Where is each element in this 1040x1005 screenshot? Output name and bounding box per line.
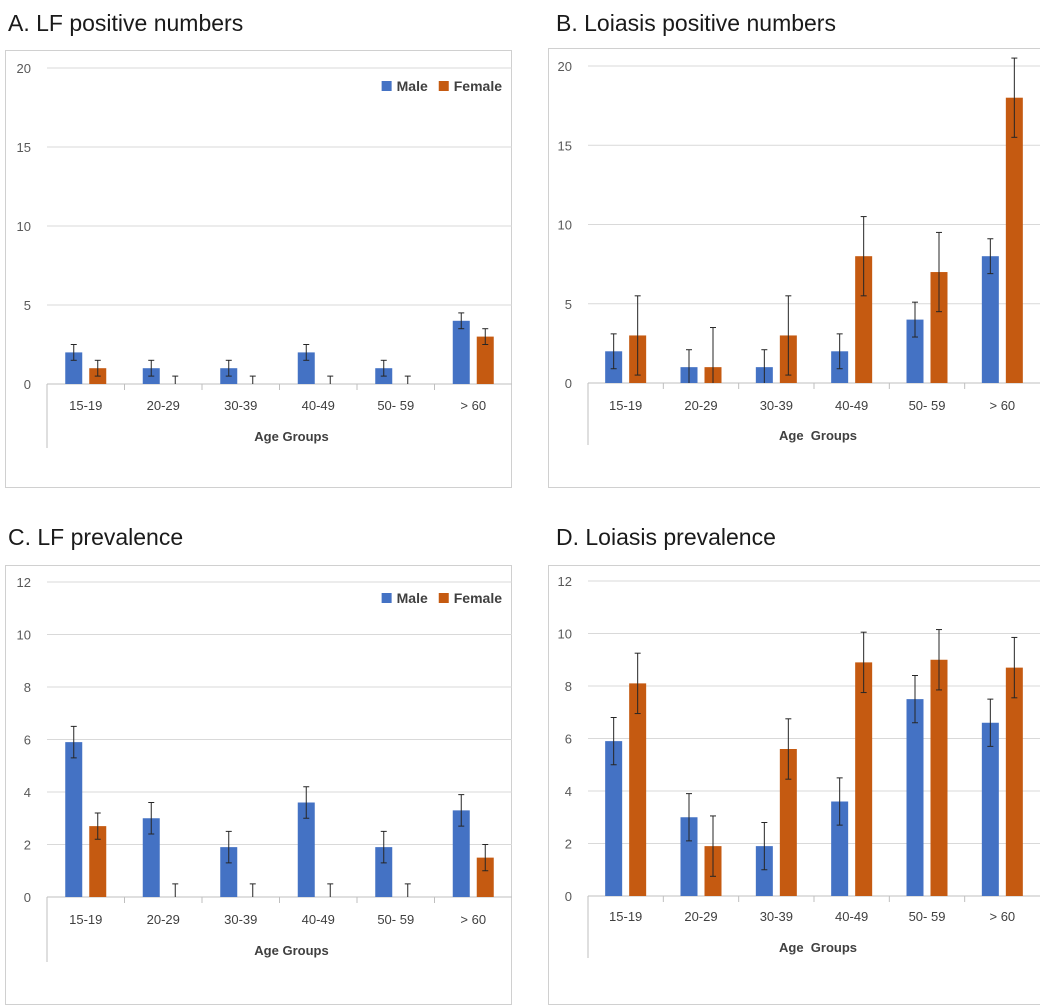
y-tick-label: 20 bbox=[558, 59, 572, 74]
x-tick-label: 30-39 bbox=[760, 909, 793, 924]
x-tick-label: 40-49 bbox=[302, 398, 335, 413]
bar-male bbox=[605, 741, 623, 896]
x-tick-label: 20-29 bbox=[147, 912, 180, 927]
panel-title: C. LF prevalence bbox=[8, 524, 184, 550]
x-tick-label: 50- 59 bbox=[377, 398, 414, 413]
y-tick-label: 15 bbox=[17, 140, 31, 155]
bar-female bbox=[855, 256, 873, 383]
chart-frame bbox=[548, 48, 1040, 488]
y-tick-label: 0 bbox=[565, 889, 572, 904]
bar-male bbox=[981, 722, 999, 896]
legend-label-female: Female bbox=[454, 590, 502, 606]
y-tick-label: 0 bbox=[24, 890, 31, 905]
y-tick-label: 10 bbox=[558, 627, 572, 642]
y-tick-label: 0 bbox=[565, 376, 572, 391]
x-tick-label: > 60 bbox=[460, 912, 486, 927]
legend-swatch-female bbox=[438, 81, 449, 91]
y-tick-label: 15 bbox=[558, 138, 572, 153]
y-tick-label: 10 bbox=[17, 219, 31, 234]
x-tick-label: 50- 59 bbox=[377, 912, 414, 927]
x-tick-label: 20-29 bbox=[684, 398, 717, 413]
x-tick-label: > 60 bbox=[989, 398, 1015, 413]
x-tick-label: 40-49 bbox=[835, 398, 868, 413]
legend-label-male: Male bbox=[397, 590, 428, 606]
y-tick-label: 8 bbox=[565, 679, 572, 694]
legend-swatch-male bbox=[381, 593, 392, 603]
y-tick-label: 10 bbox=[558, 218, 572, 233]
legend-swatch-female bbox=[438, 593, 449, 603]
bar-female bbox=[1005, 667, 1023, 896]
bar-female bbox=[476, 336, 494, 384]
bar-male bbox=[755, 846, 773, 896]
x-axis-label: Age Groups bbox=[254, 429, 328, 444]
x-tick-label: 20-29 bbox=[684, 909, 717, 924]
y-tick-label: 4 bbox=[24, 785, 31, 800]
bar-male bbox=[297, 352, 315, 384]
y-tick-label: 8 bbox=[24, 680, 31, 695]
x-tick-label: 20-29 bbox=[147, 398, 180, 413]
bar-female bbox=[89, 826, 107, 897]
bar-male bbox=[906, 319, 924, 383]
x-tick-label: 15-19 bbox=[69, 398, 102, 413]
bar-male bbox=[65, 352, 83, 384]
legend-swatch-male bbox=[381, 81, 392, 91]
x-tick-label: > 60 bbox=[460, 398, 486, 413]
bar-male bbox=[452, 320, 470, 384]
x-tick-label: > 60 bbox=[989, 909, 1015, 924]
y-tick-label: 0 bbox=[24, 377, 31, 392]
chart-frame bbox=[5, 50, 512, 488]
bar-male bbox=[452, 810, 470, 897]
legend-label-male: Male bbox=[397, 78, 428, 94]
bar-male bbox=[981, 256, 999, 383]
x-tick-label: 30-39 bbox=[224, 912, 257, 927]
y-tick-label: 2 bbox=[24, 838, 31, 853]
x-axis-label: Age Groups bbox=[779, 940, 857, 955]
bar-female bbox=[779, 749, 797, 896]
x-tick-label: 30-39 bbox=[760, 398, 793, 413]
bar-female bbox=[476, 857, 494, 897]
bar-male bbox=[831, 801, 849, 896]
bar-male bbox=[220, 847, 238, 897]
panel-title: D. Loiasis prevalence bbox=[556, 524, 776, 550]
y-tick-label: 2 bbox=[565, 837, 572, 852]
x-axis-label: Age Groups bbox=[254, 943, 328, 958]
bar-female bbox=[930, 272, 948, 383]
y-tick-label: 6 bbox=[24, 733, 31, 748]
y-tick-label: 12 bbox=[17, 575, 31, 590]
x-tick-label: 40-49 bbox=[302, 912, 335, 927]
y-tick-label: 5 bbox=[24, 298, 31, 313]
legend-label-female: Female bbox=[454, 78, 502, 94]
y-tick-label: 6 bbox=[565, 732, 572, 747]
panel-title: A. LF positive numbers bbox=[8, 10, 244, 36]
bar-male bbox=[297, 802, 315, 897]
bar-male bbox=[375, 847, 393, 897]
bar-male bbox=[680, 817, 698, 896]
x-tick-label: 50- 59 bbox=[909, 909, 946, 924]
bar-female bbox=[930, 659, 948, 896]
x-tick-label: 15-19 bbox=[69, 912, 102, 927]
y-tick-label: 5 bbox=[565, 297, 572, 312]
bar-female bbox=[855, 662, 873, 896]
bar-male bbox=[142, 818, 160, 897]
bar-male bbox=[65, 742, 83, 897]
chart-frame bbox=[5, 565, 512, 1005]
x-axis-label: Age Groups bbox=[779, 428, 857, 443]
bar-male bbox=[906, 699, 924, 896]
x-tick-label: 40-49 bbox=[835, 909, 868, 924]
x-tick-label: 15-19 bbox=[609, 398, 642, 413]
y-tick-label: 10 bbox=[17, 628, 31, 643]
x-tick-label: 50- 59 bbox=[909, 398, 946, 413]
bar-female bbox=[629, 683, 647, 896]
y-tick-label: 4 bbox=[565, 784, 572, 799]
bar-female bbox=[1005, 97, 1023, 383]
y-tick-label: 12 bbox=[558, 574, 572, 589]
y-tick-label: 20 bbox=[17, 61, 31, 76]
x-tick-label: 15-19 bbox=[609, 909, 642, 924]
panel-title: B. Loiasis positive numbers bbox=[556, 10, 836, 36]
x-tick-label: 30-39 bbox=[224, 398, 257, 413]
